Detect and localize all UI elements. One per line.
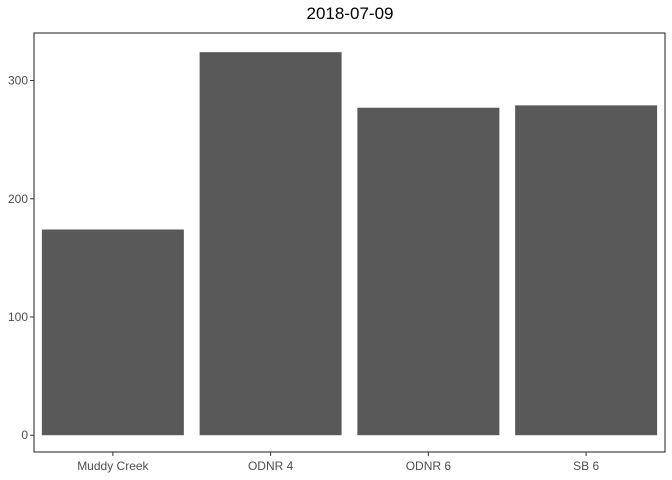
y-axis: 0 100 200 300 — [8, 74, 34, 442]
y-tick-label: 100 — [8, 310, 28, 324]
x-tick-label: Muddy Creek — [77, 459, 149, 473]
x-axis: Muddy Creek ODNR 4 ODNR 6 SB 6 — [77, 452, 599, 473]
x-tick-label: SB 6 — [573, 459, 599, 473]
x-tick-label: ODNR 6 — [406, 459, 452, 473]
plot-panel-border — [33, 32, 666, 453]
y-tick-label: 0 — [21, 428, 28, 442]
bar-muddy-creek — [41, 229, 184, 436]
y-tick-label: 200 — [8, 192, 28, 206]
x-tick-label: ODNR 4 — [248, 459, 294, 473]
chart-title: 2018-07-09 — [306, 4, 394, 23]
bar-odnr-4 — [199, 52, 342, 436]
bar-odnr-6 — [357, 107, 500, 436]
y-tick-label: 300 — [8, 74, 28, 88]
bar-sb-6 — [515, 105, 658, 436]
bars-layer — [41, 52, 658, 436]
